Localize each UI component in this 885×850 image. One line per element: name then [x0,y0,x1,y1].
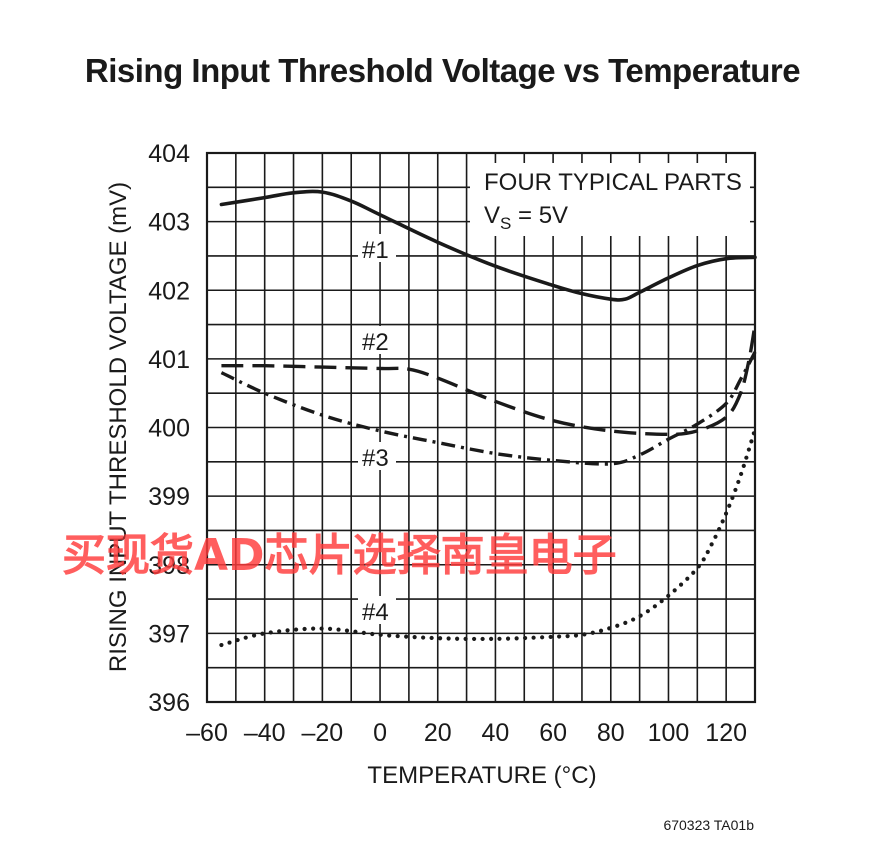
figure-code: 670323 TA01b [663,817,754,833]
y-tick-label: 402 [148,277,190,305]
x-tick-label: –20 [302,719,344,747]
annotation-vs-sub: S [500,214,511,233]
y-tick-label: 403 [148,209,190,237]
series-1-label-bg [358,234,396,262]
series-4-label: #4 [362,599,389,626]
x-axis-label: TEMPERATURE (°C) [367,762,596,789]
x-tick-labels: –60 –40 –20 0 20 40 60 80 100 120 [186,719,747,747]
x-tick-label: 80 [597,719,625,747]
y-tick-label: 398 [148,552,190,580]
y-axis-label: RISING INPUT THRESHOLD VOLTAGE (mV) [105,182,132,672]
series-3-label-bg [358,442,396,470]
x-tick-label: 40 [482,719,510,747]
y-tick-label: 396 [148,689,190,717]
y-tick-label: 400 [148,415,190,443]
series-4-line [219,427,758,648]
y-tick-label: 401 [148,346,190,374]
watermark-text: 买现货AD芯片选择南皇电子 [62,530,617,581]
y-tick-label: 404 [148,140,190,168]
series-3-label: #3 [362,445,389,472]
series-1-label: #1 [362,237,389,264]
x-tick-label: 120 [705,719,747,747]
x-tick-label: 60 [539,719,567,747]
annotation-vs-main: V [484,202,500,229]
series-3-line [220,351,757,466]
series-group [219,189,758,648]
y-tick-label: 399 [148,483,190,511]
series-1-line [219,189,757,302]
series-4-label-bg [358,596,396,624]
annotation-vs-rest: = 5V [511,202,568,229]
x-tick-label: 100 [648,719,690,747]
grid [205,151,757,704]
annotation-background [470,163,750,236]
x-tick-label: –60 [186,719,228,747]
annotation-line-2: VS = 5V [484,202,568,233]
x-tick-label: 0 [373,719,387,747]
chart-title: Rising Input Threshold Voltage vs Temper… [84,52,801,89]
series-2-label: #2 [362,329,389,356]
y-tick-label: 397 [148,620,190,648]
series-2-label-bg [358,326,396,354]
annotation-line-1: FOUR TYPICAL PARTS [484,169,742,196]
plot-frame [205,151,757,704]
x-tick-label: 20 [424,719,452,747]
x-tick-label: –40 [244,719,286,747]
y-tick-labels: 396 397 398 399 400 401 402 403 404 [148,140,190,717]
series-2-line [221,324,757,437]
